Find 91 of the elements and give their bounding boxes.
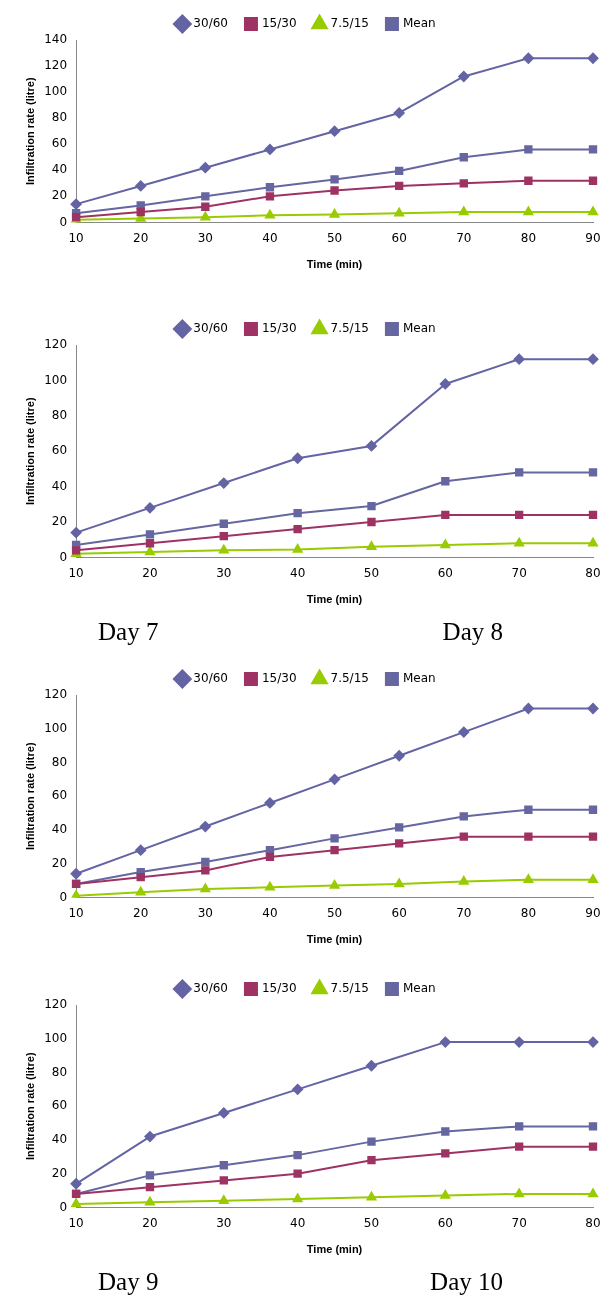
x-tick-label: 70 [511,565,527,580]
y-axis-title: Infiltration rate (litre) [23,77,36,185]
x-tick-label: 60 [437,1215,453,1230]
y-tick-label: 20 [51,855,68,870]
y-tick-label: 80 [51,754,68,769]
text: Day 10 [430,1267,503,1297]
x-tick-label: 30 [216,565,232,580]
x-tick-label: 40 [289,1215,306,1230]
x-tick-label: 70 [511,1215,527,1230]
legend-label: 7.5/15 [330,321,369,336]
x-tick-label: 60 [391,230,407,245]
x-axis-title: Time (min) [306,1243,363,1256]
y-tick-label: 40 [51,478,68,493]
x-tick-label: 20 [142,565,158,580]
legend-label: 7.5/15 [330,671,369,686]
legend-label: 15/30 [261,981,297,996]
x-tick-label: 90 [585,230,601,245]
x-tick-label: 70 [456,905,472,920]
x-tick-label: 80 [520,905,537,920]
legend-label: 30/60 [193,321,228,336]
x-tick-label: 60 [437,565,453,580]
y-tick-label: 80 [51,407,68,422]
legend-label: 7.5/15 [330,981,369,996]
legend-label: 7.5/15 [330,16,369,31]
x-tick-label: 80 [585,565,601,580]
x-tick-label: 80 [585,1215,601,1230]
x-tick-label: 10 [68,1215,84,1230]
y-tick-label: 20 [51,514,68,529]
y-tick-label: 60 [51,1098,68,1113]
y-tick-label: 40 [51,1132,68,1147]
x-tick-label: 50 [363,1215,380,1230]
legend-label: 15/30 [261,321,297,336]
y-tick-label: 100 [44,1030,68,1045]
y-tick-label: 0 [59,214,68,229]
y-axis-title: Infiltration rate (litre) [23,397,36,505]
text: Day 9 [98,1267,159,1297]
y-tick-label: 40 [51,162,68,177]
legend-label: Mean [402,671,436,686]
x-tick-label: 40 [262,230,278,245]
y-tick-label: 120 [44,58,68,73]
y-tick-label: 120 [44,337,68,352]
y-tick-label: 40 [51,822,68,837]
y-tick-label: 80 [51,110,68,125]
y-tick-label: 60 [51,136,68,151]
y-tick-label: 60 [51,788,68,803]
x-tick-label: 10 [68,905,84,920]
x-tick-label: 40 [289,565,306,580]
x-tick-label: 10 [68,565,84,580]
x-tick-label: 50 [363,565,380,580]
y-tick-label: 20 [51,1165,68,1180]
x-tick-label: 30 [197,230,213,245]
y-axis-title: Infiltration rate (litre) [23,1052,36,1160]
y-tick-label: 100 [44,720,68,735]
y-tick-label: 100 [44,372,68,387]
x-tick-label: 50 [326,905,343,920]
x-tick-label: 10 [68,230,84,245]
x-tick-label: 70 [456,230,472,245]
y-tick-label: 0 [59,1199,68,1214]
x-tick-label: 20 [133,905,149,920]
y-tick-label: 20 [51,188,68,203]
x-tick-label: 50 [326,230,343,245]
x-tick-label: 60 [391,905,407,920]
y-tick-label: 80 [51,1064,68,1079]
legend-label: Mean [402,981,436,996]
y-tick-label: 120 [44,997,68,1012]
x-tick-label: 20 [142,1215,158,1230]
x-tick-label: 80 [520,230,537,245]
text: Day 8 [442,617,503,647]
text: Day 7 [98,617,159,647]
x-axis-title: Time (min) [306,933,363,946]
x-tick-label: 20 [133,230,149,245]
y-tick-label: 60 [51,443,68,458]
y-tick-label: 0 [59,549,68,564]
legend-label: 30/60 [193,981,228,996]
x-tick-label: 30 [197,905,213,920]
legend-label: Mean [402,321,436,336]
y-tick-label: 120 [44,687,68,702]
x-tick-label: 90 [585,905,601,920]
legend-label: 30/60 [193,671,228,686]
x-tick-label: 30 [216,1215,232,1230]
x-axis-title: Time (min) [306,258,363,271]
x-axis-title: Time (min) [306,593,363,606]
y-tick-label: 0 [59,889,68,904]
y-tick-label: 100 [44,84,68,99]
y-tick-label: 140 [44,32,68,47]
legend-label: Mean [402,16,436,31]
x-tick-label: 40 [262,905,278,920]
legend-label: 15/30 [261,671,297,686]
legend-label: 30/60 [193,16,228,31]
y-axis-title: Infiltration rate (litre) [23,742,36,850]
legend-label: 15/30 [261,16,297,31]
